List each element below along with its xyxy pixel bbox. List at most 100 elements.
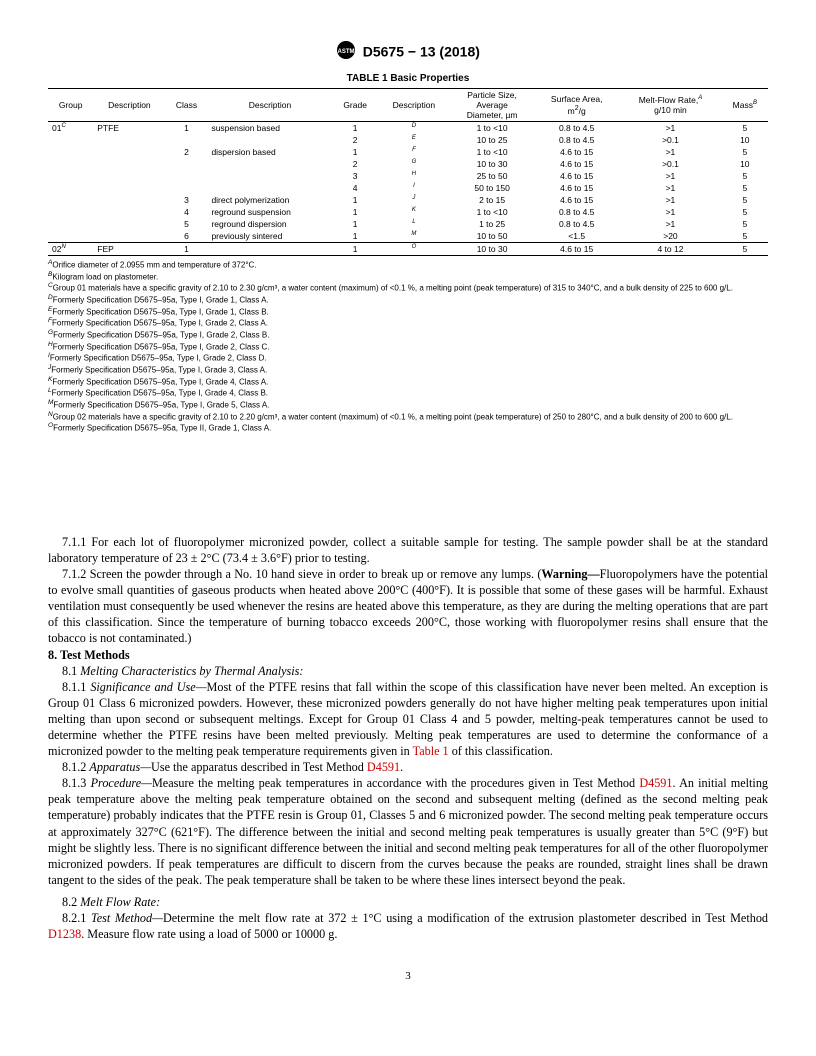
table-cell: 1: [333, 243, 378, 256]
table-cell: [48, 182, 93, 194]
page-header: ASTM D5675 − 13 (2018): [48, 40, 768, 63]
table-cell: 10 to 25: [450, 134, 534, 146]
footnote: FFormerly Specification D5675–95a, Type …: [48, 317, 768, 329]
table-cell: 1: [333, 122, 378, 135]
table-cell: [166, 182, 208, 194]
table-cell: I: [378, 182, 450, 194]
table-cell: 10 to 30: [450, 243, 534, 256]
table-cell: [207, 182, 332, 194]
table-cell: 1: [333, 206, 378, 218]
table-header-cell: Description: [378, 89, 450, 122]
table-cell: >0.1: [619, 158, 721, 170]
table-cell: F: [378, 146, 450, 158]
table-cell: 4.6 to 15: [534, 194, 619, 206]
table-cell: 25 to 50: [450, 170, 534, 182]
table-cell: [166, 158, 208, 170]
table-cell: PTFE: [93, 122, 165, 135]
table-cell: [48, 134, 93, 146]
table-row: 5reground dispersion1L1 to 250.8 to 4.5>…: [48, 218, 768, 230]
table-cell: 4.6 to 15: [534, 243, 619, 256]
table-cell: direct polymerization: [207, 194, 332, 206]
footnote: HFormerly Specification D5675–95a, Type …: [48, 341, 768, 353]
table-cell: L: [378, 218, 450, 230]
d1238-link[interactable]: D1238: [48, 927, 81, 941]
section-8-heading: 8. Test Methods: [48, 647, 768, 663]
table-cell: previously sintered: [207, 230, 332, 243]
table-cell: 10: [722, 134, 768, 146]
astm-logo-icon: ASTM: [336, 40, 356, 63]
table-cell: 2 to 15: [450, 194, 534, 206]
table-cell: [48, 170, 93, 182]
table-cell: <1.5: [534, 230, 619, 243]
table-cell: 2: [333, 134, 378, 146]
table-cell: 5: [722, 146, 768, 158]
table-cell: 01C: [48, 122, 93, 135]
footnote: EFormerly Specification D5675–95a, Type …: [48, 306, 768, 318]
table-cell: 0.8 to 4.5: [534, 218, 619, 230]
para-7-1-2: 7.1.2 Screen the powder through a No. 10…: [48, 566, 768, 646]
table-cell: 0.8 to 4.5: [534, 122, 619, 135]
table-cell: [48, 230, 93, 243]
table-cell: M: [378, 230, 450, 243]
table-cell: >1: [619, 218, 721, 230]
footnote: LFormerly Specification D5675–95a, Type …: [48, 387, 768, 399]
table-header-cell: Surface Area,m2/g: [534, 89, 619, 122]
d4591-link[interactable]: D4591: [367, 760, 400, 774]
footnote: NGroup 02 materials have a specific grav…: [48, 411, 768, 423]
table-cell: 1 to 25: [450, 218, 534, 230]
table-cell: 10: [722, 158, 768, 170]
table-header-cell: Grade: [333, 89, 378, 122]
table-footnotes: AOrifice diameter of 2.0955 mm and tempe…: [48, 259, 768, 434]
table-cell: [207, 134, 332, 146]
table-cell: >1: [619, 206, 721, 218]
table-cell: 2: [333, 158, 378, 170]
table-cell: >1: [619, 146, 721, 158]
table-cell: [48, 206, 93, 218]
table-cell: >1: [619, 194, 721, 206]
table-cell: [207, 158, 332, 170]
table-row: 2G10 to 304.6 to 15>0.110: [48, 158, 768, 170]
footnote: GFormerly Specification D5675–95a, Type …: [48, 329, 768, 341]
table-cell: reground dispersion: [207, 218, 332, 230]
table-cell: E: [378, 134, 450, 146]
table-cell: 4.6 to 15: [534, 158, 619, 170]
table-cell: 5: [722, 206, 768, 218]
table-cell: 1: [333, 218, 378, 230]
table-cell: 1: [333, 194, 378, 206]
table-cell: 02N: [48, 243, 93, 256]
table-cell: 1: [166, 243, 208, 256]
body-text: 7.1.1 For each lot of fluoropolymer micr…: [48, 534, 768, 942]
footnote: BKilogram load on plastometer.: [48, 271, 768, 283]
table-cell: dispersion based: [207, 146, 332, 158]
footnote: AOrifice diameter of 2.0955 mm and tempe…: [48, 259, 768, 271]
table-cell: [93, 206, 165, 218]
table-cell: 4 to 12: [619, 243, 721, 256]
footnote: DFormerly Specification D5675–95a, Type …: [48, 294, 768, 306]
table-cell: [93, 134, 165, 146]
table-cell: G: [378, 158, 450, 170]
table-cell: 3: [166, 194, 208, 206]
table-cell: 2: [166, 146, 208, 158]
table-cell: 4: [166, 206, 208, 218]
table-header-cell: MassB: [722, 89, 768, 122]
table-cell: [93, 158, 165, 170]
table-cell: O: [378, 243, 450, 256]
table-header-cell: Melt-Flow Rate,Ag/10 min: [619, 89, 721, 122]
table-cell: >1: [619, 182, 721, 194]
footnote: OFormerly Specification D5675–95a, Type …: [48, 422, 768, 434]
table-cell: 3: [333, 170, 378, 182]
table-cell: [207, 170, 332, 182]
footnote: CGroup 01 materials have a specific grav…: [48, 282, 768, 294]
table-cell: 1: [333, 146, 378, 158]
table-cell: 0.8 to 4.5: [534, 134, 619, 146]
table-cell: 1: [166, 122, 208, 135]
d4591-link-2[interactable]: D4591: [639, 776, 672, 790]
table-cell: [48, 194, 93, 206]
table-cell: 4.6 to 15: [534, 170, 619, 182]
table-row: 3H25 to 504.6 to 15>15: [48, 170, 768, 182]
table-cell: [207, 243, 332, 256]
table-cell: 5: [722, 230, 768, 243]
table-cell: [93, 170, 165, 182]
table-title: TABLE 1 Basic Properties: [48, 73, 768, 84]
table-1-link[interactable]: Table 1: [413, 744, 449, 758]
